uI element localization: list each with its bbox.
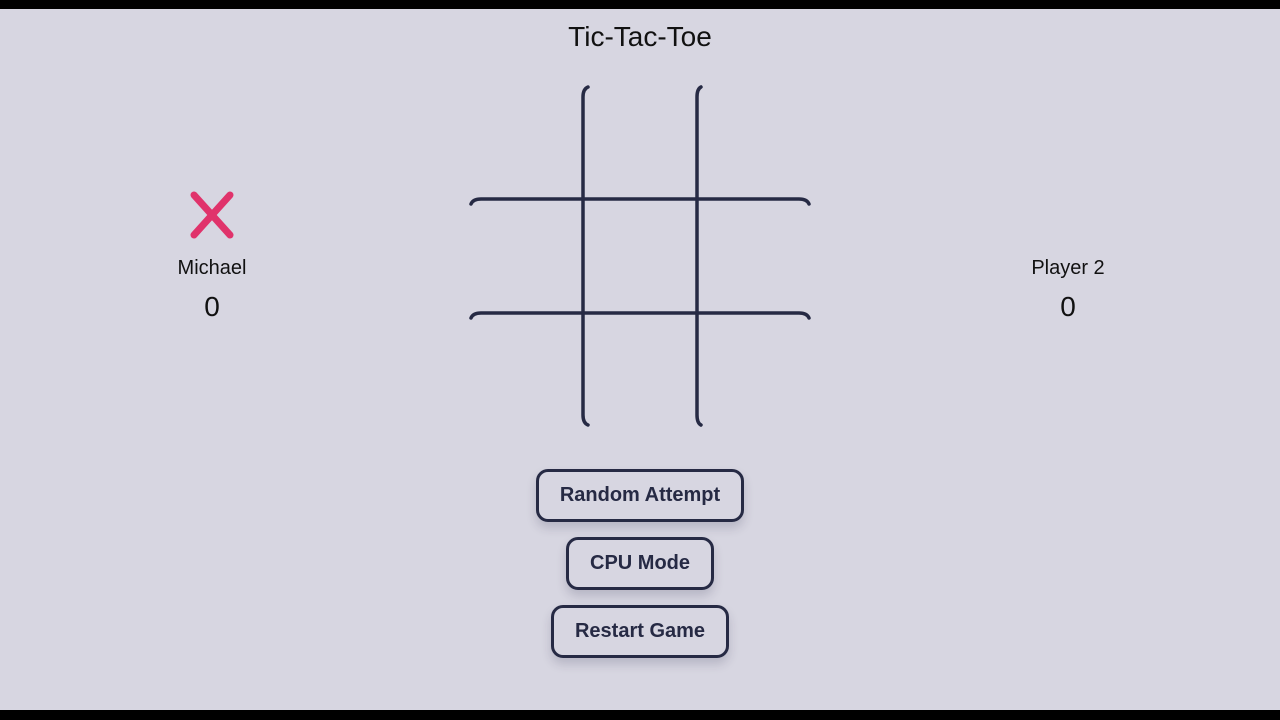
board-cell-5[interactable]	[583, 199, 697, 313]
board-cell-6[interactable]	[697, 199, 811, 313]
x-icon	[190, 191, 234, 239]
cpu-mode-button[interactable]: CPU Mode	[566, 537, 714, 590]
board-cell-4[interactable]	[469, 199, 583, 313]
board-cell-2[interactable]	[583, 85, 697, 199]
player-two-score: 0	[1060, 291, 1076, 322]
board-cell-1[interactable]	[469, 85, 583, 199]
player-one-name: Michael	[177, 257, 247, 279]
player-one-panel: Michael 0	[132, 189, 292, 323]
player-one-score: 0	[204, 291, 220, 322]
player-two-name: Player 2	[1031, 257, 1105, 279]
controls-panel: Random Attempt CPU Mode Restart Game	[0, 469, 1280, 673]
restart-game-button[interactable]: Restart Game	[550, 605, 730, 658]
game-screen: Tic-Tac-Toe Michael 0 Player 2 0	[0, 9, 1280, 710]
board-cell-3[interactable]	[697, 85, 811, 199]
player-two-panel: Player 2 0	[988, 189, 1148, 323]
random-attempt-button[interactable]: Random Attempt	[535, 469, 745, 522]
game-board	[469, 85, 811, 427]
board-cell-7[interactable]	[469, 313, 583, 427]
board-cell-8[interactable]	[583, 313, 697, 427]
game-title: Tic-Tac-Toe	[568, 21, 712, 52]
board-cell-9[interactable]	[697, 313, 811, 427]
player-two-marker-slot	[1044, 189, 1092, 241]
